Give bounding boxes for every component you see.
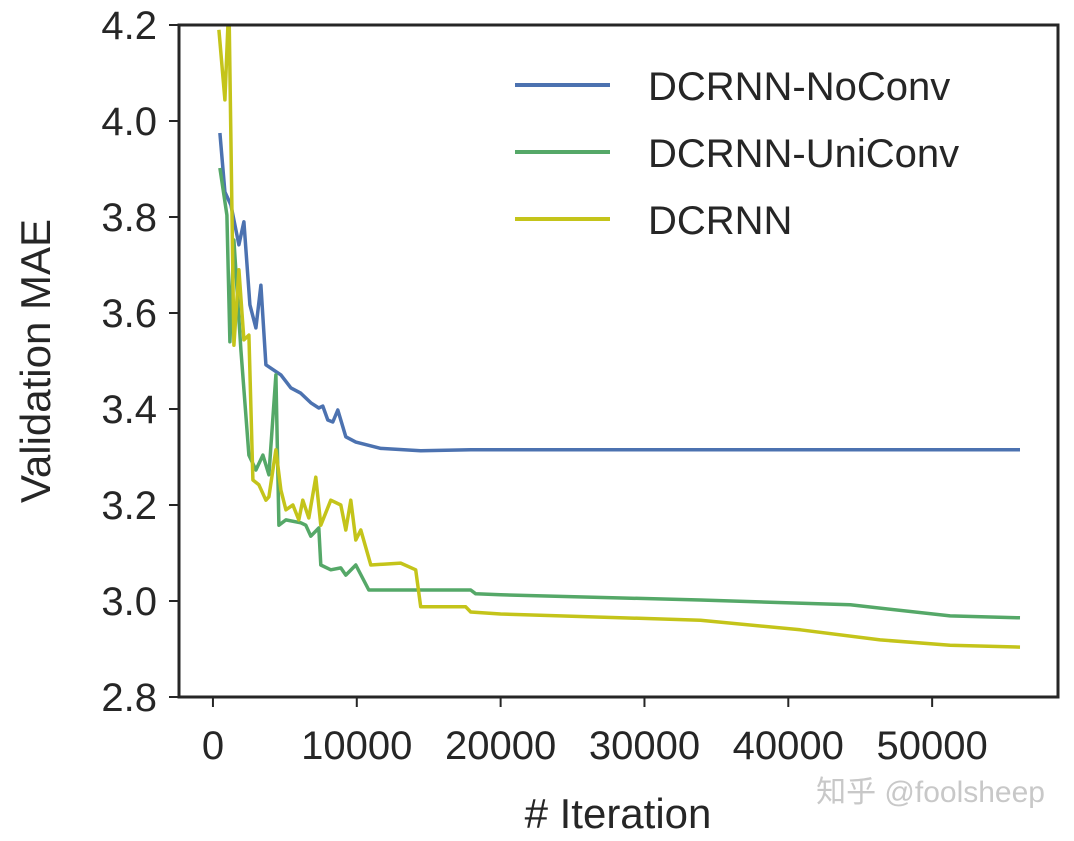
x-tick-label: 50000 <box>877 724 988 768</box>
series-line-dcrnn <box>217 26 1021 649</box>
series-line-dcrnn-uniconv <box>218 167 1021 620</box>
x-tick-label: 0 <box>202 724 224 768</box>
x-tick-label: 40000 <box>733 724 844 768</box>
legend-item: DCRNN-NoConv <box>515 65 950 109</box>
legend-item: DCRNN <box>515 199 792 243</box>
y-tick-label: 4.2 <box>101 4 157 48</box>
x-axis: 0 10000 20000 30000 40000 50000 <box>202 697 988 768</box>
y-axis-label: Validation MAE <box>12 219 59 503</box>
y-tick-label: 4.0 <box>101 100 157 144</box>
x-axis-label: # Iteration <box>525 790 712 837</box>
x-tick-label: 30000 <box>589 724 700 768</box>
series-layer <box>217 26 1021 649</box>
legend-item: DCRNN-UniConv <box>515 132 959 176</box>
legend-label: DCRNN <box>648 199 792 243</box>
legend: DCRNN-NoConv DCRNN-UniConv DCRNN <box>515 65 959 243</box>
y-tick-label: 2.8 <box>101 676 157 720</box>
y-tick-label: 3.8 <box>101 196 157 240</box>
y-tick-label: 3.2 <box>101 484 157 528</box>
legend-label: DCRNN-NoConv <box>648 65 950 109</box>
x-tick-label: 20000 <box>445 724 556 768</box>
y-tick-label: 3.4 <box>101 388 157 432</box>
x-tick-label: 10000 <box>301 724 412 768</box>
watermark: 知乎 @foolsheep <box>816 776 1045 809</box>
series-line-dcrnn-noconv <box>218 132 1020 453</box>
y-tick-label: 3.0 <box>101 580 157 624</box>
y-axis: 2.8 3.0 3.2 3.4 3.6 3.8 4.0 4.2 <box>101 4 179 720</box>
plot-frame <box>177 23 1060 699</box>
legend-label: DCRNN-UniConv <box>648 132 959 176</box>
y-tick-label: 3.6 <box>101 292 157 336</box>
